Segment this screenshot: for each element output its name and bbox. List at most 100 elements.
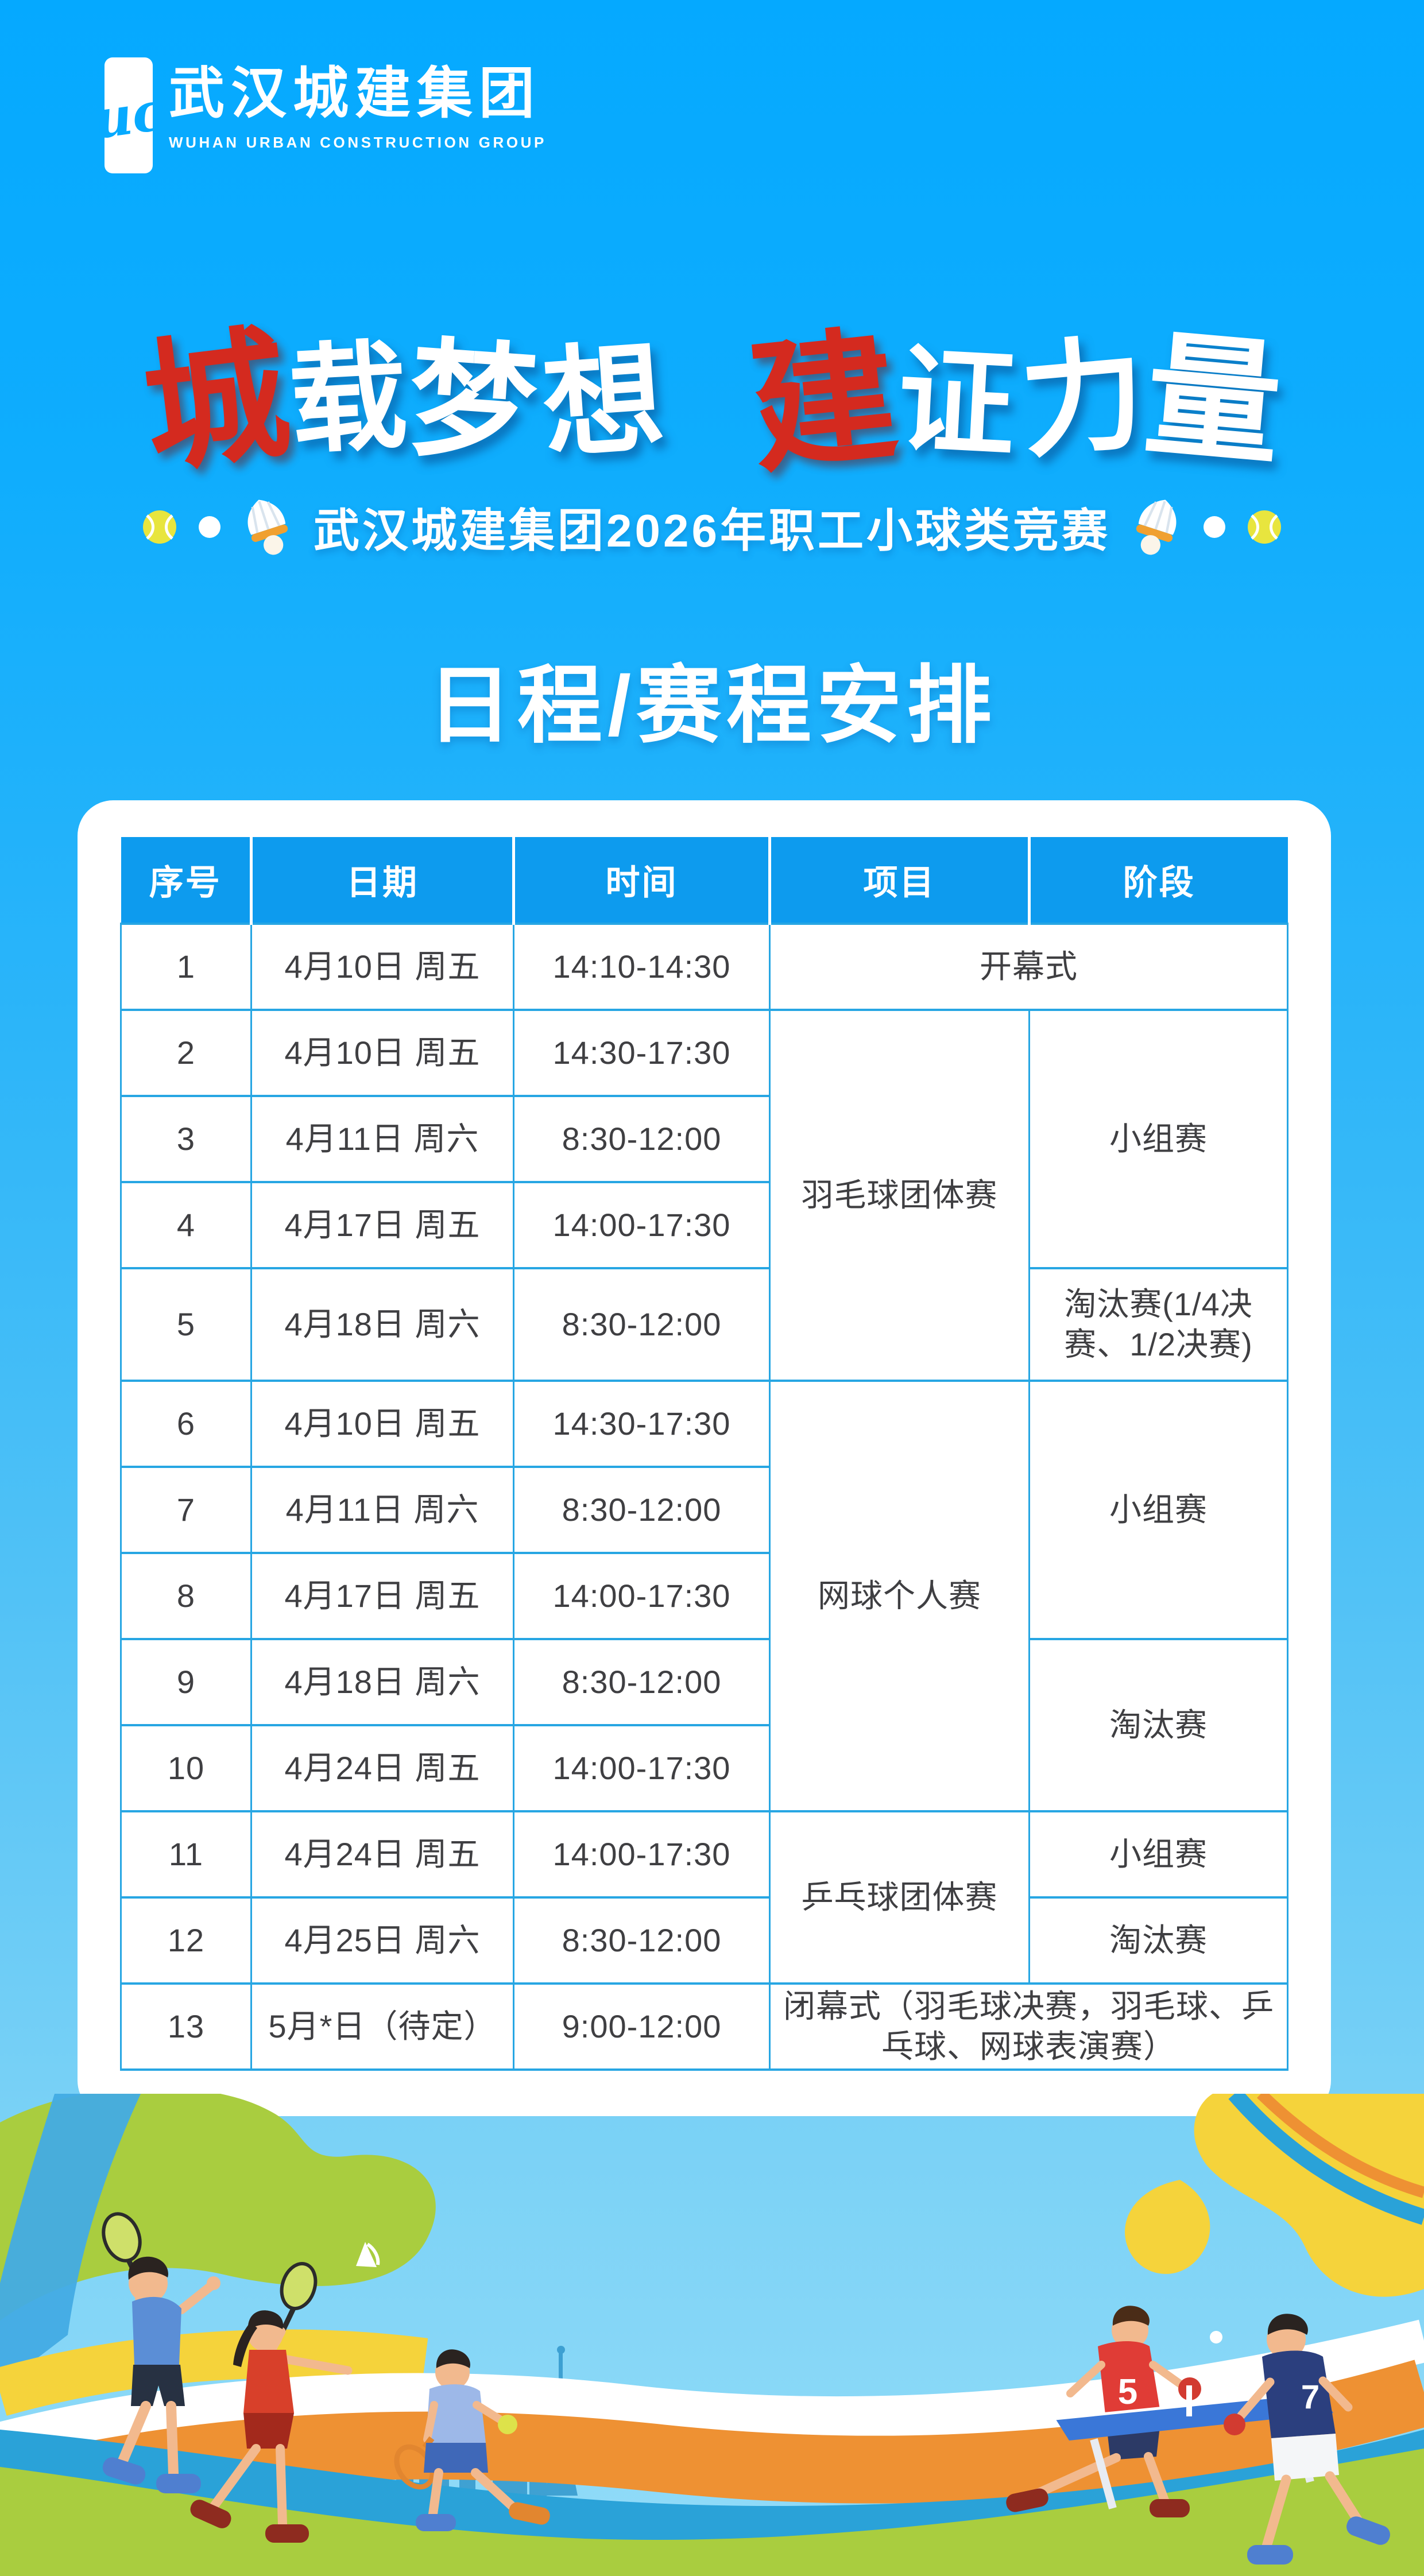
cell-time: 8:30-12:00 — [513, 1466, 771, 1554]
header-stage: 阶段 — [1028, 837, 1288, 925]
cell-date: 4月11日 周六 — [250, 1466, 514, 1554]
calligraphy-slogan: 城载梦想 建证力量 — [0, 276, 1424, 494]
cell-no: 3 — [120, 1095, 252, 1183]
bottom-illustration: 5 7 — [0, 2094, 1424, 2576]
cell-date: 4月24日 周五 — [250, 1724, 514, 1812]
slogan-char: 城 — [134, 308, 298, 493]
cell-time: 14:30-17:30 — [513, 1380, 771, 1468]
cell-time: 14:00-17:30 — [513, 1181, 771, 1269]
cell-stage: 淘汰赛 — [1028, 1896, 1288, 1985]
event-banner: 武汉城建集团2026年职工小球类竞赛 — [0, 494, 1424, 560]
cell-no: 7 — [120, 1466, 252, 1554]
table-tennis-players-illustration: 5 7 — [1006, 2306, 1390, 2565]
cell-no: 12 — [120, 1896, 252, 1985]
slogan-char: 梦 — [404, 323, 541, 482]
slogan-char: 量 — [1139, 315, 1288, 485]
cell-time: 14:30-17:30 — [513, 1009, 771, 1097]
cell-date: 4月17日 周五 — [250, 1181, 514, 1269]
logo-name-cn: 武汉城建集团 — [169, 62, 541, 125]
cell-date: 4月10日 周五 — [250, 923, 514, 1011]
slogan-char: 建 — [742, 309, 904, 494]
table-tennis-ball — [1210, 2331, 1222, 2343]
schedule-row: 13 5月*日（待定） 9:00-12:00 闭幕式（羽毛球决赛，羽毛球、乒乓球… — [120, 1982, 1288, 2071]
cell-date: 4月18日 周六 — [250, 1638, 514, 1726]
green-grass — [0, 2449, 1424, 2576]
cell-date: 4月24日 周五 — [250, 1810, 514, 1899]
schedule-row: 10 4月24日 周五 14:00-17:30 — [120, 1724, 1288, 1812]
cell-event: 乒乓球团体赛 — [769, 1810, 1030, 1985]
cell-no: 2 — [120, 1009, 252, 1097]
schedule-row: 12 4月25日 周六 8:30-12:00 淘汰赛 — [120, 1896, 1288, 1985]
cell-event: 闭幕式（羽毛球决赛，羽毛球、乒乓球、网球表演赛） — [769, 1982, 1288, 2071]
logo-uc-mark-icon: uc — [90, 57, 168, 173]
cell-date: 4月25日 周六 — [250, 1896, 514, 1985]
tennis-ball-icon — [143, 510, 177, 544]
cell-time: 8:30-12:00 — [513, 1267, 771, 1382]
table-tennis-ball-icon — [1203, 516, 1225, 538]
cell-no: 1 — [120, 923, 252, 1011]
schedule-row: 5 4月18日 周六 8:30-12:00 淘汰赛(1/4决赛、1/2决赛) — [120, 1267, 1288, 1382]
cell-time: 14:00-17:30 — [513, 1810, 771, 1899]
cell-time: 14:10-14:30 — [513, 923, 771, 1011]
logo-name-en: WUHAN URBAN CONSTRUCTION GROUP — [169, 134, 547, 151]
cell-time: 14:00-17:30 — [513, 1552, 771, 1640]
banner-title: 武汉城建集团2026年职工小球类竞赛 — [314, 505, 1110, 556]
cell-no: 8 — [120, 1552, 252, 1640]
header-no: 序号 — [121, 837, 251, 925]
header-event: 项目 — [768, 837, 1030, 925]
slogan-char: 载 — [285, 327, 411, 471]
schedule-card: 序号 日期 时间 项目 阶段 1 4月10日 周五 14:10-14:30 开幕… — [78, 800, 1331, 2116]
jersey-number-5: 5 — [1118, 2372, 1137, 2412]
cell-event: 开幕式 — [769, 923, 1288, 1011]
schedule-row: 4 4月17日 周五 14:00-17:30 — [120, 1181, 1288, 1269]
schedule-table: 序号 日期 时间 项目 阶段 1 4月10日 周五 14:10-14:30 开幕… — [120, 837, 1288, 2071]
cell-date: 4月10日 周五 — [250, 1009, 514, 1097]
schedule-row: 2 4月10日 周五 14:30-17:30 羽毛球团体赛 小组赛 — [120, 1009, 1288, 1382]
company-logo: uc 武汉城建集团 WUHAN URBAN CONSTRUCTION GROUP — [90, 57, 547, 173]
header-time: 时间 — [512, 837, 770, 925]
cell-date: 4月10日 周五 — [250, 1380, 514, 1468]
logo-text: 武汉城建集团 WUHAN URBAN CONSTRUCTION GROUP — [169, 57, 547, 152]
badminton-players-illustration — [102, 2212, 380, 2543]
schedule-row: 7 4月11日 周六 8:30-12:00 — [120, 1466, 1288, 1554]
cell-time: 8:30-12:00 — [513, 1095, 771, 1183]
cell-no: 13 — [120, 1982, 252, 2071]
green-blob-left — [0, 2094, 436, 2387]
yellow-blob-right — [1125, 2094, 1424, 2297]
cell-stage: 小组赛 — [1028, 1009, 1288, 1269]
cell-event: 羽毛球团体赛 — [769, 1009, 1030, 1382]
cell-date: 5月*日（待定） — [250, 1982, 514, 2071]
tennis-player-illustration — [394, 2349, 550, 2531]
schedule-row: 8 4月17日 周五 14:00-17:30 — [120, 1552, 1288, 1640]
cell-no: 10 — [120, 1724, 252, 1812]
cell-date: 4月18日 周六 — [250, 1267, 514, 1382]
slogan-char: 想 — [537, 326, 668, 476]
logo-mark-text: uc — [89, 79, 168, 152]
cell-date: 4月11日 周六 — [250, 1095, 514, 1183]
shuttlecock-icon — [1136, 499, 1177, 555]
cell-no: 6 — [120, 1380, 252, 1468]
cell-no: 11 — [120, 1810, 252, 1899]
schedule-row: 3 4月11日 周六 8:30-12:00 — [120, 1095, 1288, 1183]
cell-no: 9 — [120, 1638, 252, 1726]
slogan-char: 力 — [1015, 320, 1151, 475]
schedule-row: 9 4月18日 周六 8:30-12:00 淘汰赛 — [120, 1638, 1288, 1812]
cell-time: 8:30-12:00 — [513, 1638, 771, 1726]
tennis-ball-icon — [1247, 510, 1281, 544]
cell-stage: 淘汰赛(1/4决赛、1/2决赛) — [1028, 1267, 1288, 1382]
cell-no: 5 — [120, 1267, 252, 1382]
jersey-number-7: 7 — [1301, 2379, 1319, 2416]
schedule-row: 11 4月24日 周五 14:00-17:30 乒乓球团体赛 小组赛 — [120, 1810, 1288, 1985]
page-title: 日程/赛程安排 — [427, 658, 997, 753]
cell-stage: 淘汰赛 — [1028, 1638, 1288, 1812]
cell-time: 8:30-12:00 — [513, 1896, 771, 1985]
cell-stage: 小组赛 — [1028, 1380, 1288, 1640]
cell-date: 4月17日 周五 — [250, 1552, 514, 1640]
cell-event: 网球个人赛 — [769, 1380, 1030, 1812]
cell-time: 9:00-12:00 — [513, 1982, 771, 2071]
schedule-row: 1 4月10日 周五 14:10-14:30 开幕式 — [120, 923, 1288, 1011]
table-header-row: 序号 日期 时间 项目 阶段 — [121, 837, 1288, 925]
cell-stage: 小组赛 — [1028, 1810, 1288, 1899]
cell-no: 4 — [120, 1181, 252, 1269]
